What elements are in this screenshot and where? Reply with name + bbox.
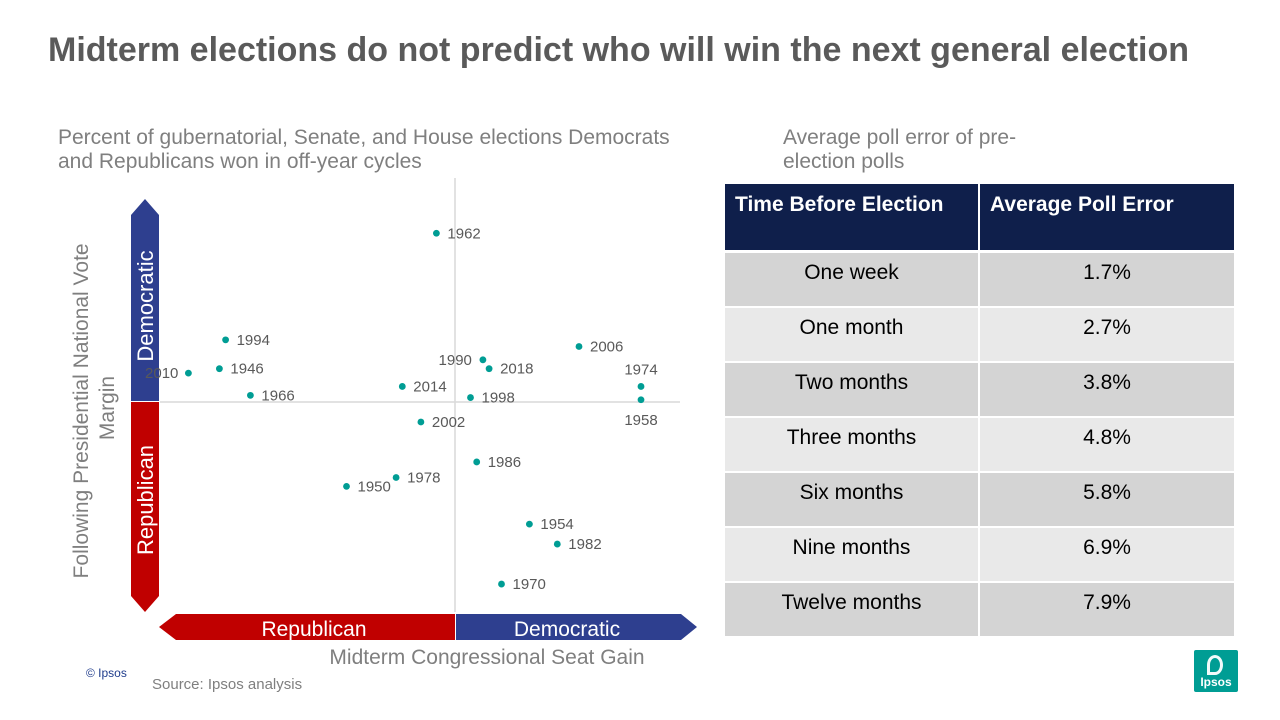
table-header-time: Time Before Election <box>725 184 980 253</box>
table-cell-error: 5.8% <box>979 472 1236 528</box>
x-arrow-democratic <box>456 614 697 640</box>
x-arrow-left-label: Republican <box>261 618 366 641</box>
table-cell-error: 2.7% <box>979 307 1236 363</box>
data-point-1978 <box>392 474 400 481</box>
table-cell-error: 4.8% <box>979 417 1236 473</box>
point-label-1982: 1982 <box>568 536 601 553</box>
table-row: Nine months 6.9% <box>725 527 1236 583</box>
point-label-1986: 1986 <box>488 454 521 471</box>
chart-subtitle: Percent of gubernatorial, Senate, and Ho… <box>58 126 670 173</box>
table-cell-time: Three months <box>725 417 980 473</box>
source-note: Source: Ipsos analysis <box>152 676 303 693</box>
data-point-1946 <box>216 365 223 373</box>
table-cell-error: 6.9% <box>979 527 1236 583</box>
y-arrow-bottom-label: Republican <box>133 445 158 555</box>
page-title: Midterm elections do not predict who wil… <box>48 31 1190 69</box>
table-cell-time: Twelve months <box>725 582 980 638</box>
table-header-error: Average Poll Error <box>979 184 1236 253</box>
y-axis-title: Following Presidential National Vote Mar… <box>70 238 119 579</box>
table-cell-error: 3.8% <box>979 362 1236 418</box>
data-point-1998 <box>467 394 474 401</box>
point-label-1978: 1978 <box>407 469 440 486</box>
poll-error-table: Time Before Election Average Poll Error … <box>725 184 1236 638</box>
point-label-2002: 2002 <box>432 414 465 431</box>
table-cell-time: One month <box>725 307 980 363</box>
table-row: One month 2.7% <box>725 307 1236 363</box>
table-row: Two months 3.8% <box>725 362 1236 418</box>
logo-text: Ipsos <box>1200 675 1232 689</box>
data-point-1962 <box>433 229 440 237</box>
data-point-1970 <box>498 580 505 588</box>
point-label-1962: 1962 <box>447 225 480 242</box>
point-label-2014: 2014 <box>413 378 446 395</box>
table-row: One week 1.7% <box>725 251 1236 308</box>
point-label-1950: 1950 <box>358 478 391 495</box>
table-cell-error: 1.7% <box>979 251 1236 308</box>
data-point-1982 <box>553 540 561 548</box>
point-label-1998: 1998 <box>482 390 515 407</box>
data-point-1994 <box>222 336 230 344</box>
point-label-1946: 1946 <box>230 361 263 378</box>
table-row: Six months 5.8% <box>725 472 1236 528</box>
point-label-1994: 1994 <box>237 332 270 349</box>
y-arrow-republican <box>131 402 159 612</box>
point-label-2018: 2018 <box>500 361 533 378</box>
table-row: Twelve months 7.9% <box>725 582 1236 638</box>
table-cell-time: One week <box>725 251 980 308</box>
data-point-2018 <box>485 365 493 373</box>
data-point-2010 <box>185 369 192 377</box>
table-subtitle: Average poll error of pre-election polls <box>783 126 1017 173</box>
ipsos-logo: Ipsos <box>1194 650 1238 692</box>
y-arrow-democratic <box>131 199 159 401</box>
data-point-1950 <box>343 482 350 490</box>
point-label-1974: 1974 <box>624 361 657 378</box>
x-arrow-republican <box>159 614 455 640</box>
data-point-1990 <box>479 356 487 364</box>
table-cell-error: 7.9% <box>979 582 1236 638</box>
y-arrow-top-label: Democratic <box>133 250 158 361</box>
copyright: © Ipsos <box>86 666 127 680</box>
point-label-1966: 1966 <box>261 387 294 404</box>
data-point-1986 <box>473 458 481 466</box>
table-cell-time: Two months <box>725 362 980 418</box>
point-label-1970: 1970 <box>513 576 546 593</box>
scatter-points: 1962 1994 1946 2010 1966 2014 1990 2018 1998 2002… <box>145 225 658 593</box>
table-row: Three months 4.8% <box>725 417 1236 473</box>
data-point-2014 <box>398 383 406 390</box>
table-cell-time: Nine months <box>725 527 980 583</box>
data-point-2006 <box>575 343 583 350</box>
table-cell-time: Six months <box>725 472 980 528</box>
point-label-1958: 1958 <box>624 412 657 429</box>
point-label-1954: 1954 <box>540 516 573 533</box>
x-axis-title: Midterm Congressional Seat Gain <box>329 646 644 669</box>
data-point-1974 <box>637 383 645 390</box>
point-label-1990: 1990 <box>439 352 472 369</box>
x-arrow-right-label: Democratic <box>514 618 620 641</box>
data-point-1954 <box>526 520 533 528</box>
point-label-2006: 2006 <box>590 339 623 356</box>
data-point-2002 <box>417 418 425 426</box>
data-point-1958 <box>637 396 645 404</box>
logo-icon <box>1207 655 1223 675</box>
scatter-chart: Democratic Republican Republican Democra… <box>70 178 697 669</box>
data-point-1966 <box>247 391 254 399</box>
point-label-2010: 2010 <box>145 365 178 382</box>
